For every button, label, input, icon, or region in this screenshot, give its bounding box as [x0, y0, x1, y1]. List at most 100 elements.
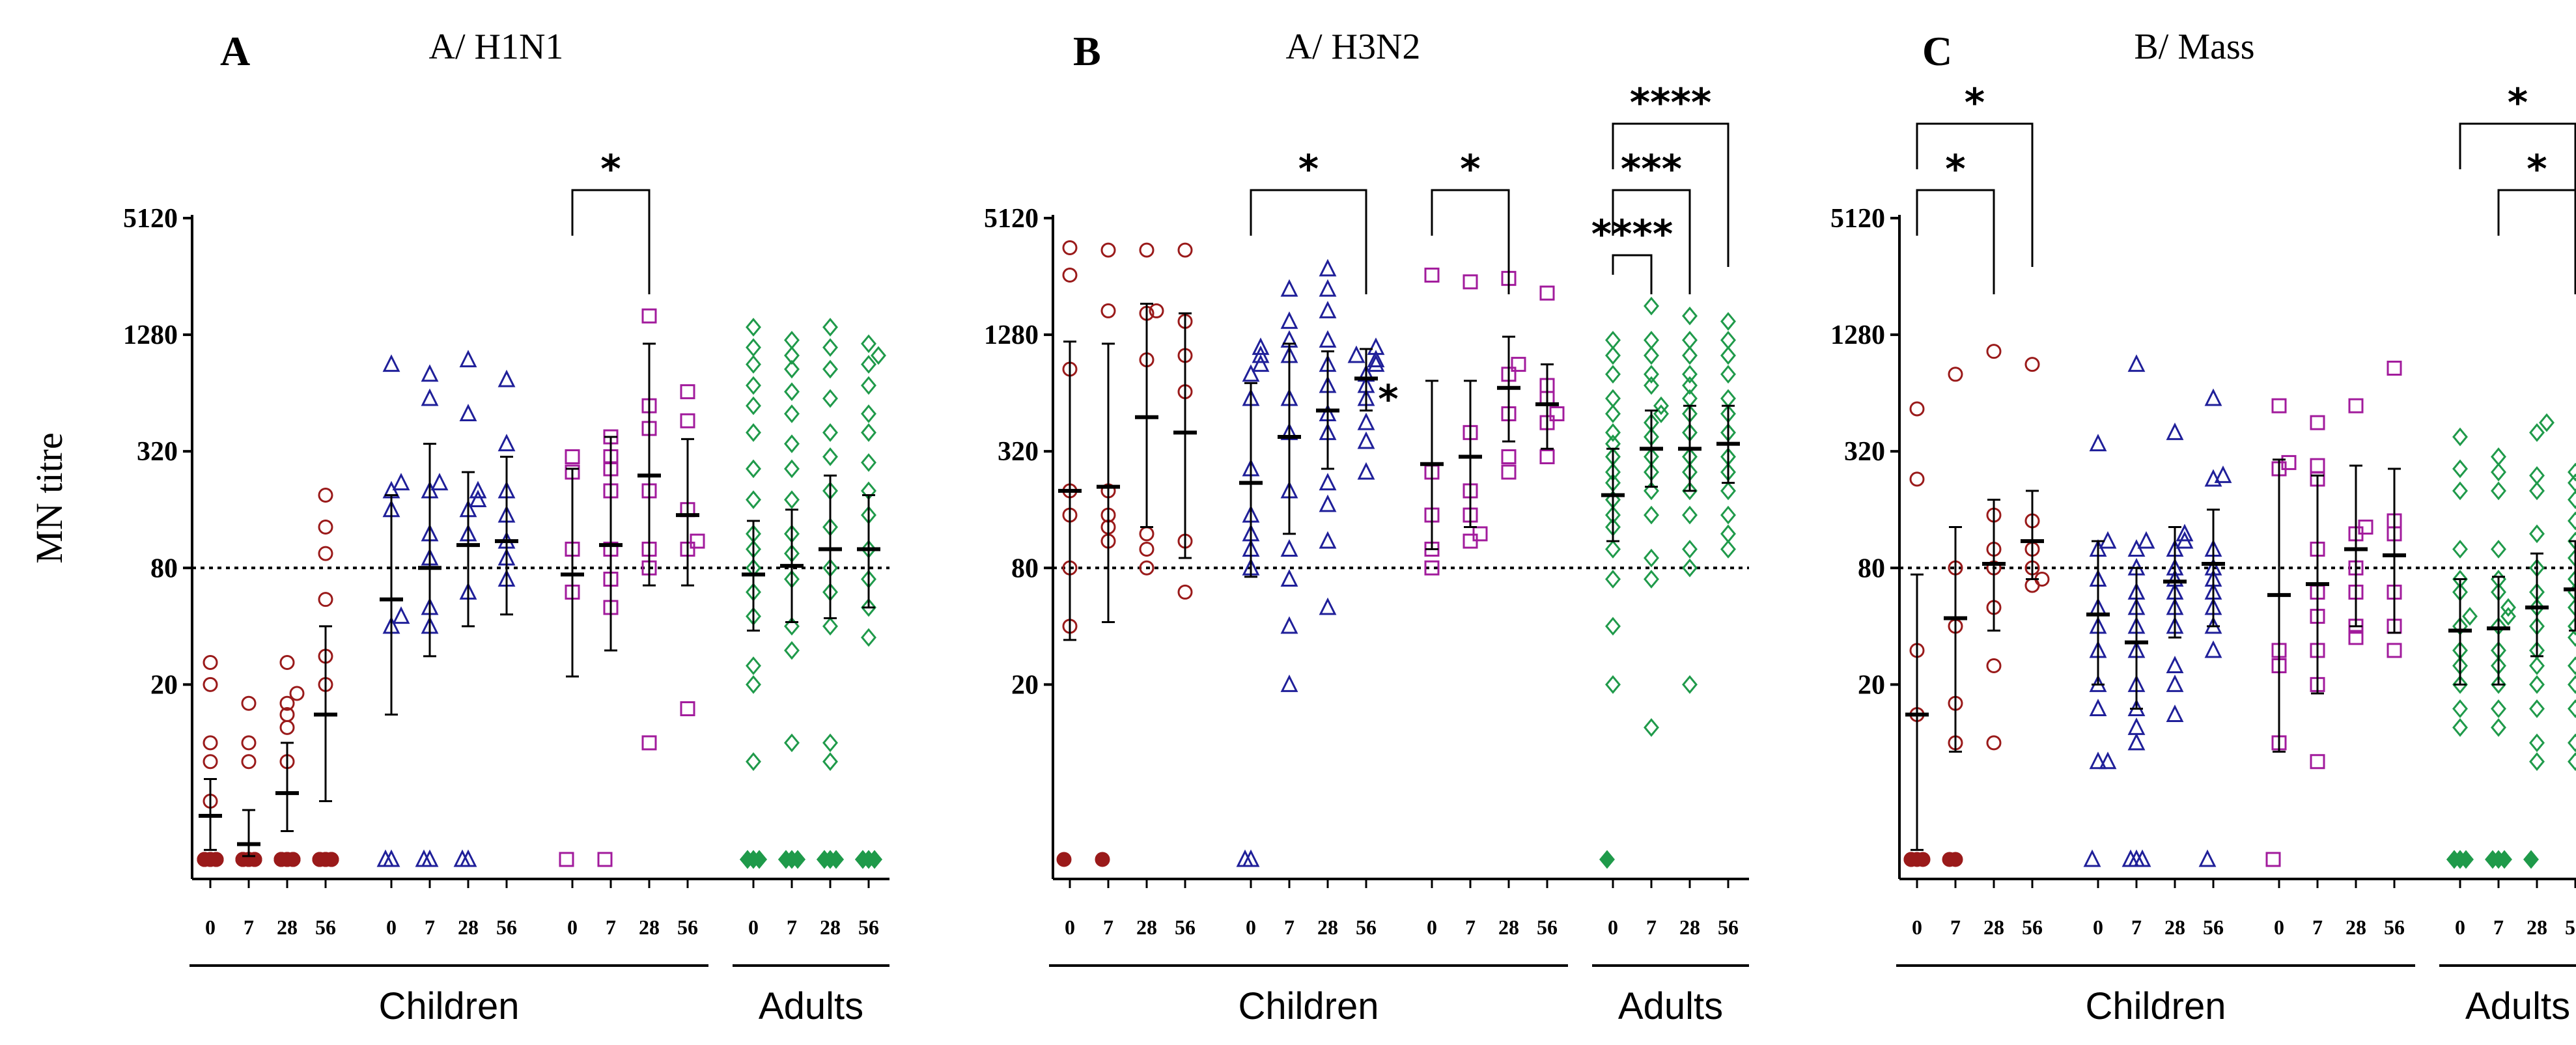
panel-b-point	[1539, 449, 1555, 465]
panel-c-point	[2568, 617, 2576, 636]
panel-a-group-label-adults: Adults	[759, 985, 863, 1027]
panel-a-sig-bracket	[571, 189, 651, 294]
panel-a-x-tick-label: 7	[606, 915, 616, 939]
panel-a-point	[751, 850, 767, 869]
panel-b-point	[1682, 675, 1698, 694]
panel-b-point	[1720, 505, 1736, 525]
panel-c-point	[1948, 852, 1963, 867]
panel-a-point	[861, 355, 876, 374]
panel-a-x-tick-label: 28	[458, 915, 479, 939]
panel-c-point	[2523, 850, 2539, 869]
panel-c-point	[2452, 459, 2468, 479]
panel-a-x-tick-label: 56	[496, 915, 517, 939]
panel-b-point	[1177, 584, 1193, 600]
panel-b-sig-label: *	[1460, 146, 1480, 192]
panel-a-point	[421, 849, 439, 867]
panel-a-point	[746, 423, 761, 442]
panel-b-point	[1644, 548, 1659, 568]
panel-b-point	[1720, 346, 1736, 365]
panel-b-point	[1682, 540, 1698, 559]
panel-c-point	[2204, 388, 2222, 406]
panel-c-point	[2529, 481, 2545, 501]
panel-c-x-tick-label: 7	[2312, 915, 2323, 939]
panel-a-point	[784, 459, 800, 479]
panel-c-x-tick-label: 28	[2527, 915, 2547, 939]
panel-a-point	[822, 359, 838, 379]
panel-b-point	[1319, 301, 1337, 318]
panel-b-point	[1501, 464, 1517, 480]
panel-c-point	[1909, 401, 1925, 417]
panel-b-x-tick-label: 0	[1608, 915, 1618, 939]
panel-a-point	[421, 364, 439, 382]
panel-a-point	[318, 520, 333, 535]
panel-a-x-tick-label: 56	[677, 915, 698, 939]
panel-c-sig-bracket	[2459, 122, 2576, 267]
panel-a-point	[746, 675, 761, 694]
panel-b-y-tick-label: 20	[1011, 670, 1039, 700]
panel-a-point	[784, 359, 800, 379]
panel-b-point	[1720, 481, 1736, 501]
panel-a-point	[203, 754, 218, 770]
panel-a-point	[203, 735, 218, 751]
panel-c-point	[2198, 849, 2217, 867]
panel-b-point	[1319, 597, 1337, 615]
panel-b-x-tick-label: 56	[1356, 915, 1377, 939]
panel-c-point	[1948, 367, 1963, 382]
panel-a-point	[871, 346, 886, 365]
panel-c-point	[2491, 462, 2506, 482]
panel-c-point	[2176, 523, 2194, 542]
panel-b-point	[1682, 505, 1698, 525]
panel-b-point	[1424, 560, 1440, 576]
panel-a-x-tick-label: 0	[748, 915, 759, 939]
panel-a-point	[746, 656, 761, 675]
panel-b-point	[1720, 312, 1736, 331]
panel-c-point	[2166, 704, 2184, 722]
panel-c-point	[2568, 675, 2576, 694]
panel-b-y-tick-label: 80	[1011, 553, 1039, 583]
panel-b-point	[1539, 285, 1555, 301]
panel-b-title: A/ H3N2	[1286, 27, 1421, 67]
panel-a-point	[784, 733, 800, 753]
panel-c-y-tick-label: 80	[1858, 553, 1885, 583]
panel-c-point	[2491, 675, 2506, 694]
panel-c-x-tick-label: 28	[2164, 915, 2185, 939]
panel-b-point	[1682, 558, 1698, 578]
panel-c-point	[2099, 751, 2117, 770]
panel-b-point	[1644, 346, 1659, 365]
panel-c-point	[2348, 398, 2364, 413]
panel-a-x-tick-label: 0	[386, 915, 397, 939]
panel-b-point	[1599, 850, 1615, 869]
panel-c-point	[2271, 398, 2287, 413]
panel-a-point	[784, 641, 800, 660]
panel-c-sig-label: *	[1965, 80, 1985, 126]
panel-a-point	[861, 334, 876, 354]
panel-b-point	[1367, 350, 1385, 368]
panel-c-point	[2568, 733, 2576, 753]
panel-c-point	[2166, 675, 2184, 692]
panel-a-point	[861, 423, 876, 442]
panel-a-point	[459, 404, 477, 422]
panel-a-point	[790, 850, 805, 869]
panel-b-point	[1242, 849, 1260, 867]
panel-c-point	[2568, 752, 2576, 772]
panel-c-sig-bracket	[2497, 189, 2576, 294]
panel-b-point	[1605, 404, 1621, 423]
panel-b-point	[1605, 675, 1621, 694]
panel-c-point	[2358, 520, 2373, 535]
panel-b-y-tick-label: 1280	[984, 320, 1039, 350]
panel-a-group-label-children: Children	[379, 985, 520, 1027]
panel-b-point	[1347, 345, 1365, 363]
panel-b-point	[1280, 616, 1298, 634]
panel-a-point	[822, 338, 838, 357]
panel-a-point	[828, 850, 844, 869]
panel-c-point	[2024, 357, 2040, 372]
panel-c-point	[2452, 675, 2468, 694]
panel-b-point	[1682, 481, 1698, 501]
panel-a-point	[241, 695, 257, 711]
panel-b-point	[1367, 354, 1385, 372]
panel-c-point	[2529, 524, 2545, 544]
panel-a-point	[497, 369, 516, 387]
panel-b-sig-bracket	[1612, 254, 1653, 294]
panel-b-sig-label: ****	[1630, 80, 1712, 126]
panel-c-point	[2529, 423, 2545, 442]
